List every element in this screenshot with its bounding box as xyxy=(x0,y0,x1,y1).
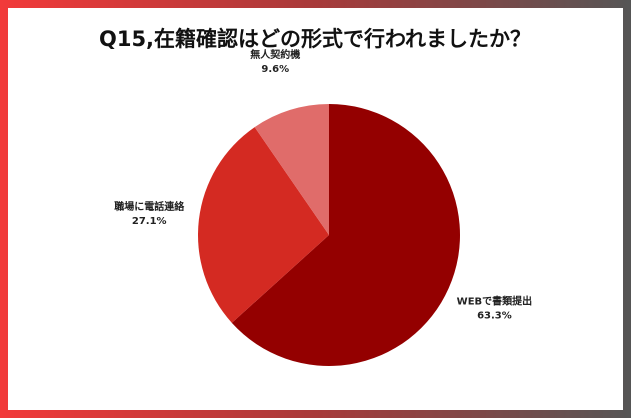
pie-slice xyxy=(231,104,461,366)
slice-label: 職場に電話連絡 xyxy=(114,200,185,213)
chart-title: Q15,在籍確認はどの形式で行われましたか？ xyxy=(99,27,531,51)
pie-slice xyxy=(254,104,329,235)
slice-label: 無人契約機 xyxy=(250,48,300,61)
slice-value-label: 9.6% xyxy=(261,64,289,75)
slice-value-label: 27.1% xyxy=(132,216,167,227)
slice-label: WEBで書類提出 xyxy=(457,294,532,307)
pie-slice xyxy=(198,127,329,323)
slice-value-label: 63.3% xyxy=(477,310,512,321)
